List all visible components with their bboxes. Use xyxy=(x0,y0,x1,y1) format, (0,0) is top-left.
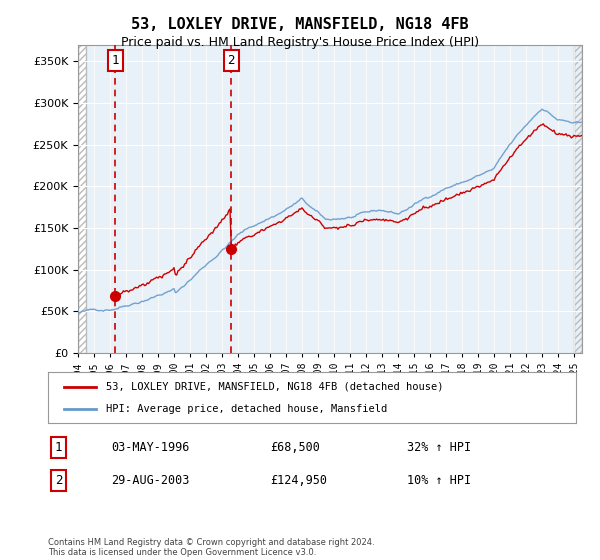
Text: 29-AUG-2003: 29-AUG-2003 xyxy=(112,474,190,487)
Text: £68,500: £68,500 xyxy=(270,441,320,454)
Text: 10% ↑ HPI: 10% ↑ HPI xyxy=(407,474,471,487)
Text: 2: 2 xyxy=(55,474,62,487)
Text: 03-MAY-1996: 03-MAY-1996 xyxy=(112,441,190,454)
Text: 53, LOXLEY DRIVE, MANSFIELD, NG18 4FB (detached house): 53, LOXLEY DRIVE, MANSFIELD, NG18 4FB (d… xyxy=(106,381,443,391)
Text: Contains HM Land Registry data © Crown copyright and database right 2024.
This d: Contains HM Land Registry data © Crown c… xyxy=(48,538,374,557)
Text: 32% ↑ HPI: 32% ↑ HPI xyxy=(407,441,471,454)
Text: 1: 1 xyxy=(112,54,119,67)
Text: £124,950: £124,950 xyxy=(270,474,327,487)
Text: 2: 2 xyxy=(227,54,235,67)
Text: Price paid vs. HM Land Registry's House Price Index (HPI): Price paid vs. HM Land Registry's House … xyxy=(121,36,479,49)
Text: HPI: Average price, detached house, Mansfield: HPI: Average price, detached house, Mans… xyxy=(106,404,388,414)
Text: 1: 1 xyxy=(55,441,62,454)
Bar xyxy=(78,45,86,353)
Text: 53, LOXLEY DRIVE, MANSFIELD, NG18 4FB: 53, LOXLEY DRIVE, MANSFIELD, NG18 4FB xyxy=(131,17,469,32)
